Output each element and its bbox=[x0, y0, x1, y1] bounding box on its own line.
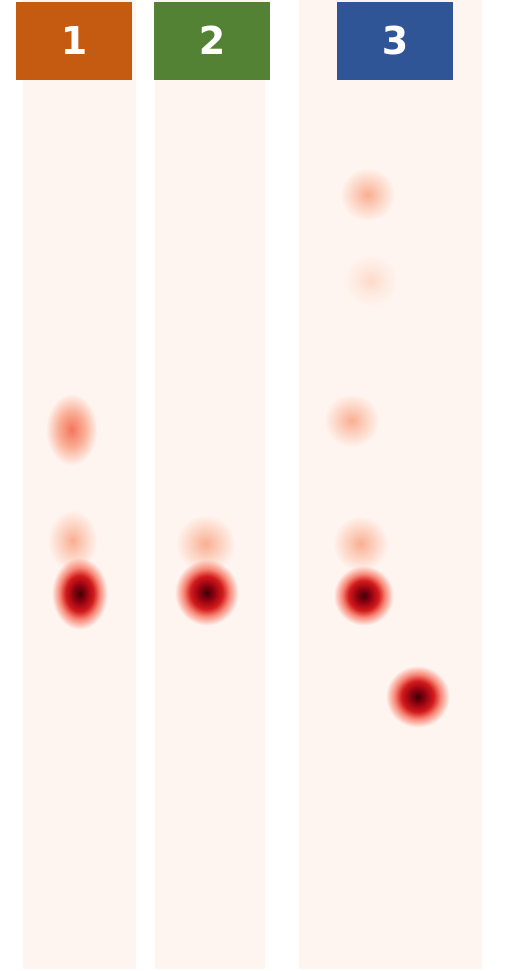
lane-1-spot-upper bbox=[46, 394, 98, 466]
lane-2-label: 2 bbox=[154, 2, 270, 80]
lane-3-spot-fourth bbox=[333, 516, 389, 572]
lane-3-spot-sixth bbox=[386, 666, 450, 728]
lane-3-spot-fifth bbox=[334, 566, 394, 626]
lane-3-spot-third bbox=[324, 394, 380, 448]
lane-3-spot-top bbox=[340, 168, 396, 222]
lane-1-label: 1 bbox=[16, 2, 132, 80]
lane-1-spot-lower bbox=[52, 558, 108, 630]
lane-3-strip bbox=[299, 0, 482, 969]
lane-2-spot-lower bbox=[175, 560, 239, 626]
lane-3-spot-second bbox=[343, 254, 399, 308]
lane-1-strip bbox=[23, 0, 136, 969]
lane-3-label: 3 bbox=[337, 2, 453, 80]
lane-2-strip bbox=[155, 0, 265, 969]
